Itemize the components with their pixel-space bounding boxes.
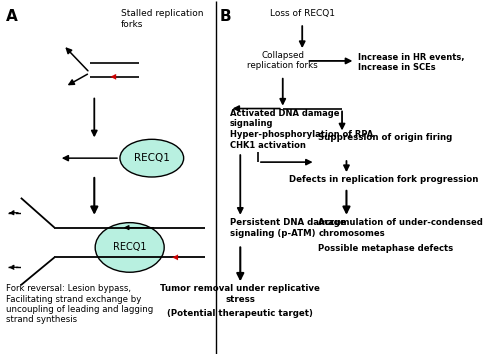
Text: Suppression of origin firing: Suppression of origin firing: [318, 133, 452, 142]
Text: Tumor removal under replicative: Tumor removal under replicative: [160, 284, 320, 293]
Text: B: B: [220, 9, 232, 24]
Text: signaling: signaling: [230, 120, 273, 129]
Text: signaling (p-ATM): signaling (p-ATM): [230, 229, 315, 237]
Ellipse shape: [95, 223, 164, 272]
Text: Increase in HR events,
Increase in SCEs: Increase in HR events, Increase in SCEs: [358, 53, 465, 72]
Ellipse shape: [120, 139, 184, 177]
Text: Persistent DNA damage: Persistent DNA damage: [230, 218, 345, 227]
Text: Loss of RECQ1: Loss of RECQ1: [270, 9, 334, 18]
Text: Collapsed
replication forks: Collapsed replication forks: [248, 51, 318, 70]
Text: stress: stress: [226, 295, 255, 304]
Text: (Potential therapeutic target): (Potential therapeutic target): [168, 309, 313, 318]
Text: Stalled replication
forks: Stalled replication forks: [121, 9, 204, 29]
Text: Hyper-phosphorylation of RPA: Hyper-phosphorylation of RPA: [230, 130, 373, 140]
Text: A: A: [6, 9, 18, 24]
Text: RECQ1: RECQ1: [113, 242, 146, 252]
Text: RECQ1: RECQ1: [134, 153, 170, 163]
Text: chromosomes: chromosomes: [318, 229, 385, 237]
Text: Possible metaphase defects: Possible metaphase defects: [318, 245, 454, 253]
Text: Fork reversal: Lesion bypass,
Facilitating strand exchange by
uncoupling of lead: Fork reversal: Lesion bypass, Facilitati…: [6, 284, 153, 324]
Text: Accumulation of under-condensed: Accumulation of under-condensed: [318, 218, 483, 227]
Text: CHK1 activation: CHK1 activation: [230, 141, 306, 150]
Text: Defects in replication fork progression: Defects in replication fork progression: [289, 175, 478, 184]
Text: Activated DNA damage: Activated DNA damage: [230, 109, 339, 118]
